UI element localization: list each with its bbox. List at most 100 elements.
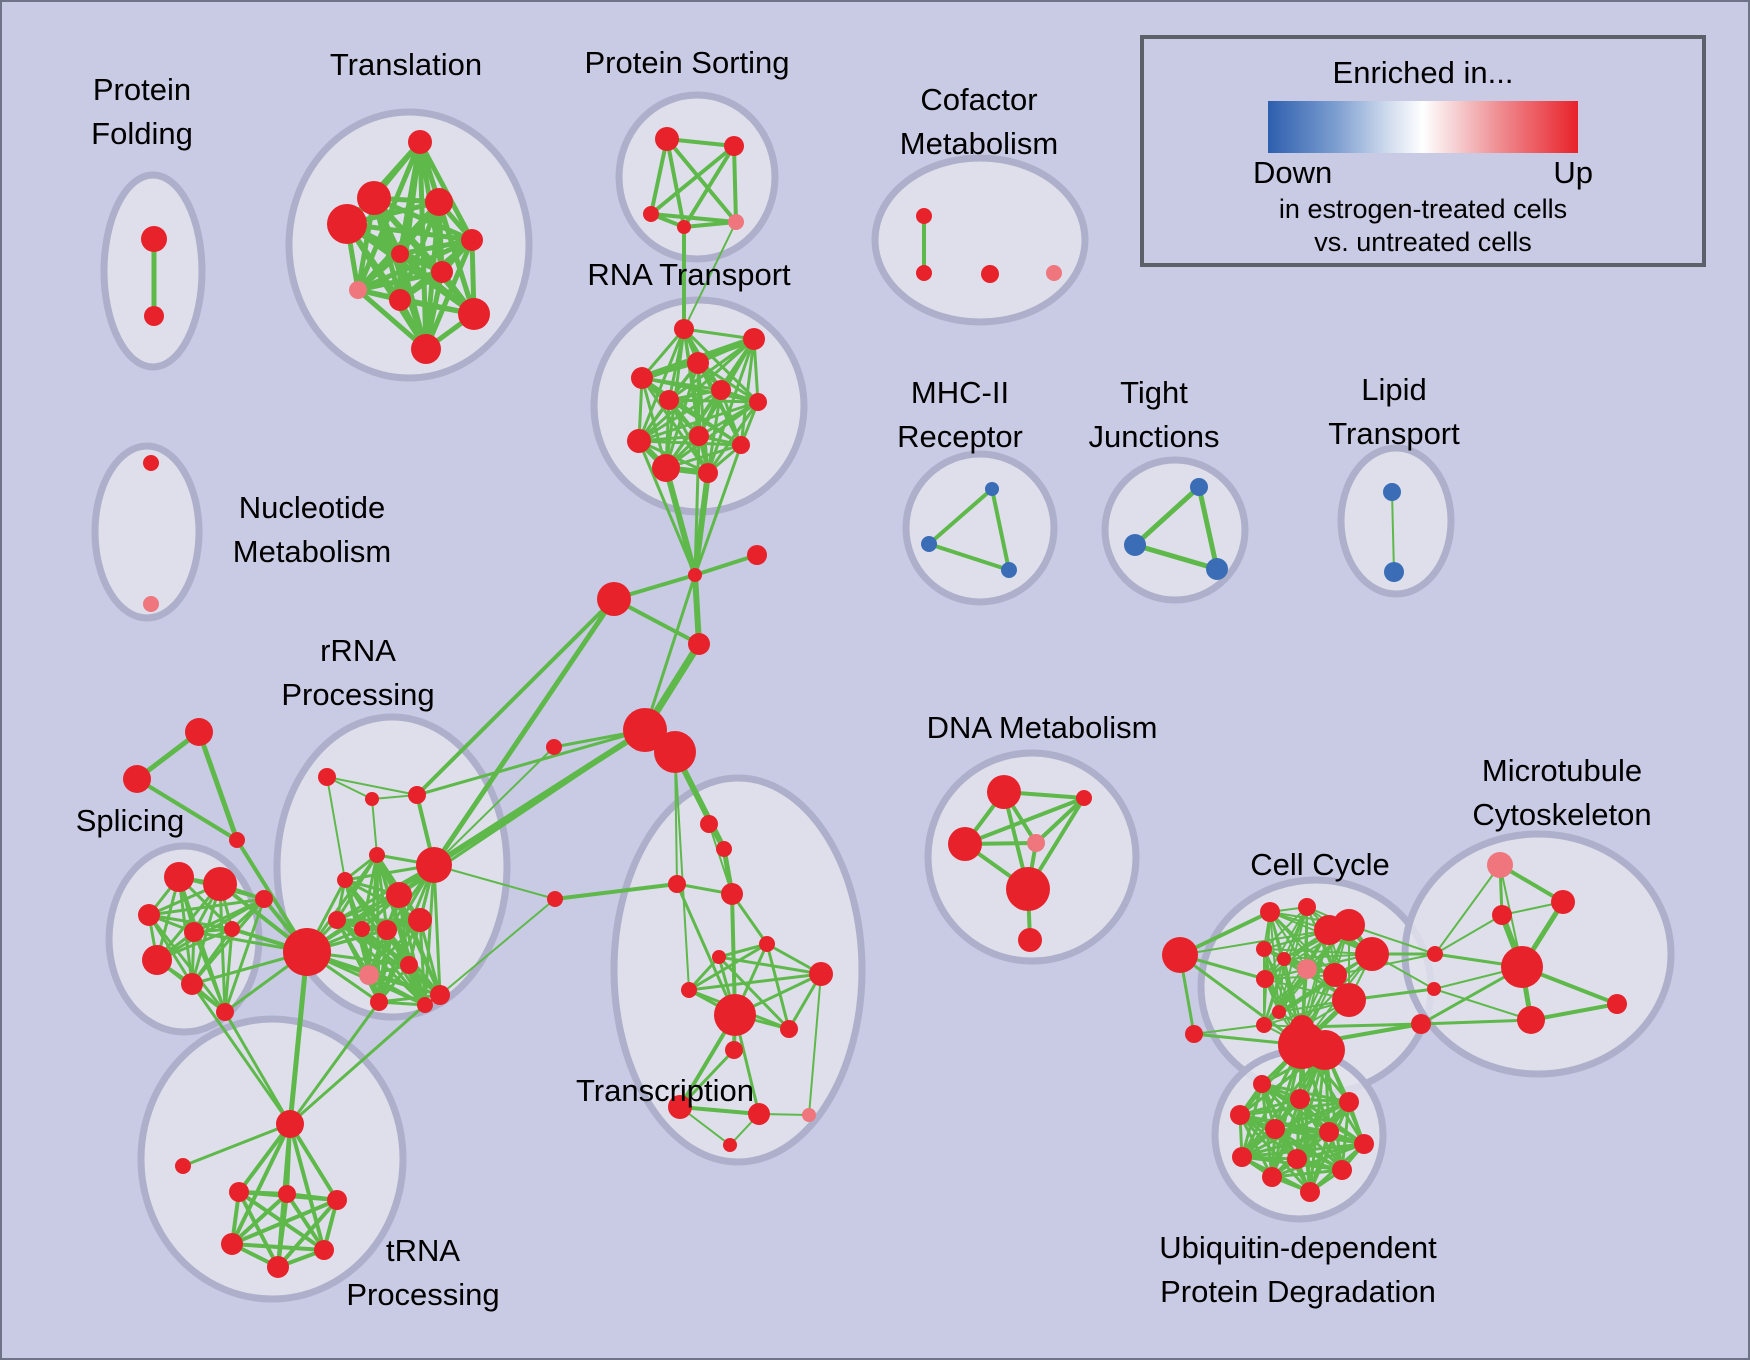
edge-RT6-RT8 xyxy=(637,400,760,443)
gene-set-node-DM3 xyxy=(1027,834,1045,852)
cluster-label-mhc-ii-receptor-line1: MHC-II xyxy=(911,375,1009,410)
gene-set-node-TJ0 xyxy=(1190,478,1208,496)
gene-set-node-X4 xyxy=(547,891,563,907)
gene-set-node-MT0 xyxy=(1487,852,1513,878)
gene-set-node-RT8 xyxy=(627,429,651,453)
edge-PS0-PS4 xyxy=(665,137,738,224)
edge-T6-T7 xyxy=(355,269,445,293)
legend-down-label: Down xyxy=(1253,155,1333,190)
edge-TR1-TR4 xyxy=(285,1192,326,1252)
edge-U2-U3 xyxy=(1238,1100,1351,1117)
gene-set-node-CC12 xyxy=(1272,1005,1286,1019)
gene-set-node-CC13 xyxy=(1256,1017,1272,1033)
edge-S4-S7 xyxy=(223,927,234,1014)
gene-set-node-M2 xyxy=(1001,562,1017,578)
edge-PS1-PS3 xyxy=(682,144,736,229)
cluster-label-transcription: Transcription xyxy=(576,1073,754,1108)
edge-TR1-TR3 xyxy=(230,1192,289,1246)
gene-set-node-CC7 xyxy=(1355,937,1389,971)
gene-set-node-RT9 xyxy=(732,436,750,454)
edge-IN0-MT2 xyxy=(1434,914,1503,955)
gene-set-node-CC10 xyxy=(1323,963,1347,987)
gene-set-node-X3 xyxy=(721,883,743,905)
edge-RA-C xyxy=(431,596,617,868)
gene-set-node-U6 xyxy=(1354,1134,1374,1154)
gene-set-node-DM5 xyxy=(1018,928,1042,952)
cluster-label-lipid-transport-line2: Transport xyxy=(1328,416,1460,451)
edge-U11-CCH1 xyxy=(1300,1043,1312,1194)
legend-title: Enriched in... xyxy=(1332,55,1514,90)
edge-T4-T5 xyxy=(397,237,475,257)
cluster-label-protein-sorting: Protein Sorting xyxy=(584,45,789,80)
edge-CC0-CC5 xyxy=(1179,929,1330,956)
gene-set-node-CF2 xyxy=(981,265,999,283)
gene-set-node-U11 xyxy=(1300,1182,1320,1202)
gene-set-node-PS1 xyxy=(724,136,744,156)
gene-set-node-PF1 xyxy=(144,306,164,326)
edge-CC14-IN2 xyxy=(1300,1022,1423,1029)
gene-set-node-D xyxy=(688,633,710,655)
edge-R0-RE xyxy=(326,776,346,881)
gene-set-node-T2 xyxy=(327,204,367,244)
edge-IN0-MT0 xyxy=(1434,864,1501,955)
cluster-label-tight-junctions-line1: Tight xyxy=(1120,375,1188,410)
gene-set-node-R0 xyxy=(318,768,336,786)
gene-set-node-X5 xyxy=(759,936,775,952)
cluster-label-rna-transport: RNA Transport xyxy=(587,257,791,292)
edge-U7-CCH2 xyxy=(1240,1048,1327,1159)
edge-A-D xyxy=(692,572,702,647)
edge-L0-L1 xyxy=(1391,491,1395,573)
gene-set-node-TS xyxy=(175,1158,191,1174)
gene-set-node-X6 xyxy=(712,950,726,964)
cluster-label-splicing: Splicing xyxy=(76,803,185,838)
gene-set-node-X10 xyxy=(780,1020,798,1038)
edge-RK-TH xyxy=(288,1000,381,1126)
gene-set-node-T1 xyxy=(357,181,391,215)
gene-set-node-CC6 xyxy=(1333,909,1365,941)
gene-set-node-TT2 xyxy=(229,832,245,848)
edge-X6-X10 xyxy=(717,955,791,1031)
gene-set-node-RT10 xyxy=(652,454,680,482)
edge-U10-CCH2 xyxy=(1270,1048,1327,1179)
cluster-label-ubiquitin-degradation-line1: Ubiquitin-dependent xyxy=(1159,1230,1437,1265)
gene-set-node-T3 xyxy=(425,188,453,216)
edge-H2-X8 xyxy=(674,751,690,991)
gene-set-node-RK xyxy=(370,993,388,1011)
edge-RT10-A xyxy=(663,465,698,578)
edge-TH-TR0 xyxy=(237,1122,292,1194)
edge-PS0-PS3 xyxy=(665,137,686,229)
cluster-bubble-lipid-transport xyxy=(1337,444,1455,598)
edge-IN1-MT4 xyxy=(1433,988,1532,1021)
edge-RH-RK xyxy=(377,928,389,1004)
gene-set-node-T6 xyxy=(431,261,453,283)
cluster-label-microtubule-cytoskeleton-line1: Microtubule xyxy=(1482,753,1642,788)
edge-R1-RD xyxy=(371,798,378,856)
gene-set-node-S5 xyxy=(142,945,172,975)
gene-set-node-DM1 xyxy=(1076,790,1092,806)
gene-set-node-B xyxy=(747,545,767,565)
edge-RL-TH xyxy=(288,1003,427,1126)
gene-set-node-S6 xyxy=(181,973,203,995)
edge-X2-X9 xyxy=(675,882,737,1017)
gene-set-node-RT5 xyxy=(659,390,679,410)
gene-set-node-RA xyxy=(416,847,452,883)
gene-set-node-CC15 xyxy=(1185,1025,1203,1043)
gene-set-node-TR2 xyxy=(327,1190,347,1210)
gene-set-node-CF1 xyxy=(916,265,932,281)
gene-set-node-PS0 xyxy=(655,127,679,151)
edge-RT6-RT10 xyxy=(664,400,760,470)
gene-set-node-CC8 xyxy=(1297,959,1317,979)
cluster-label-lipid-transport-line1: Lipid xyxy=(1361,372,1427,407)
gene-set-node-TR3 xyxy=(221,1233,243,1255)
gene-set-node-RI xyxy=(359,965,379,985)
gene-set-node-T0 xyxy=(408,130,432,154)
gene-set-node-R2 xyxy=(408,786,426,804)
gene-set-node-PF0 xyxy=(141,226,167,252)
legend-gradient-bar xyxy=(1268,101,1578,153)
gene-set-node-RT2 xyxy=(687,352,709,374)
cluster-label-tight-junctions-line2: Junctions xyxy=(1089,419,1220,454)
gene-set-node-TR5 xyxy=(267,1256,289,1278)
edge-X11-X12 xyxy=(678,1048,736,1109)
gene-set-node-IN2 xyxy=(1411,1014,1431,1034)
